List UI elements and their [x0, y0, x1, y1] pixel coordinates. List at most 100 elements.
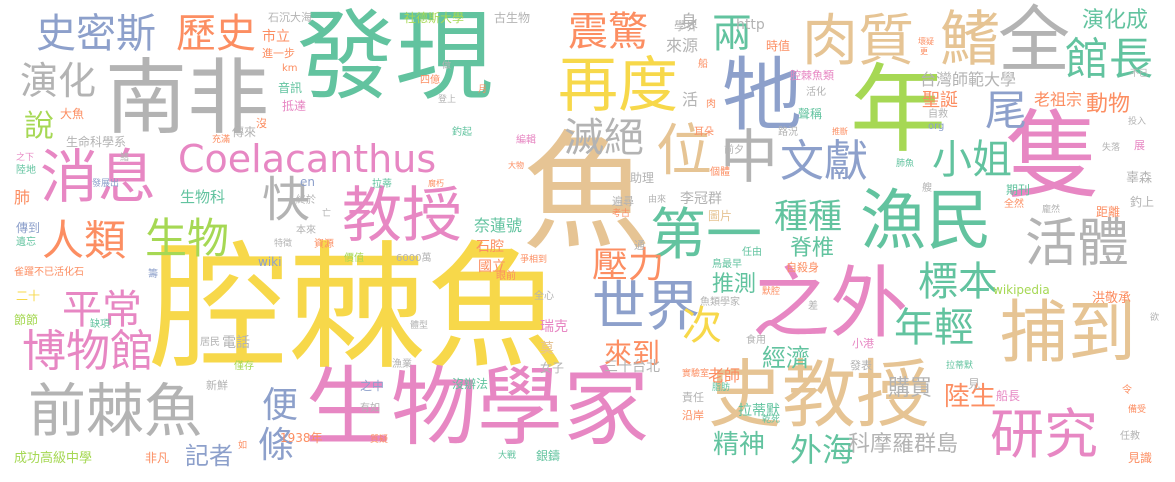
- word-中: 中: [720, 123, 779, 191]
- word-充滿: 充滿: [212, 135, 231, 145]
- word-助理: 助理: [630, 171, 655, 185]
- word-乾死: 乾死: [762, 415, 781, 425]
- word-陸生: 陸生: [944, 382, 997, 412]
- word-漁民: 漁民: [860, 182, 992, 259]
- word-前棘魚: 前棘魚: [28, 377, 203, 445]
- word-耳朵: 耳朵: [694, 127, 714, 138]
- word-質疑: 質疑: [370, 435, 389, 445]
- word-登上: 登上: [438, 95, 457, 105]
- word-不已: 不已: [1130, 69, 1149, 79]
- word-記者: 記者: [185, 442, 233, 470]
- word-由來: 由來: [648, 195, 667, 205]
- word-釣上: 釣上: [1130, 195, 1155, 209]
- word-精神: 精神: [713, 430, 766, 460]
- word-推斷: 推斷: [832, 127, 848, 136]
- word-辜森: 辜森: [1126, 171, 1153, 186]
- word-船長: 船長: [996, 389, 1021, 403]
- word-動物: 動物: [1086, 92, 1131, 117]
- word-電話: 電話: [222, 335, 250, 351]
- word-差: 差: [808, 301, 818, 312]
- word-國立: 國立: [478, 259, 506, 275]
- word-org: org: [928, 121, 945, 132]
- word-成功高級中學: 成功高級中學: [14, 451, 93, 466]
- word-滅絕: 滅絕: [564, 115, 644, 161]
- word-亡: 亡: [322, 209, 332, 219]
- word-肉: 肉: [706, 99, 716, 110]
- word-女子: 女子: [540, 361, 565, 375]
- word-生物學家: 生物學家: [305, 358, 649, 458]
- word-特徵: 特徵: [274, 239, 293, 249]
- word-年: 年: [850, 54, 946, 166]
- word-本來: 本來: [296, 225, 316, 236]
- word-二十: 二十: [16, 289, 41, 303]
- word-自殺身: 自殺身: [786, 261, 819, 274]
- word-拉蒂默-2: 拉蒂默: [946, 361, 974, 371]
- word-尾: 尾: [985, 86, 1028, 135]
- word-如: 如: [238, 441, 248, 451]
- word-發現: 發現: [297, 0, 494, 114]
- word-市立: 市立: [262, 29, 290, 45]
- word-生命科學系: 生命科學系: [66, 135, 127, 149]
- word-船: 船: [698, 59, 708, 70]
- word-消息: 消息: [40, 143, 157, 211]
- word-社德斯大學: 社德斯大學: [404, 11, 465, 25]
- word-鰭: 鰭: [940, 5, 1000, 75]
- word-腔棘魚類: 腔棘魚類: [790, 69, 834, 82]
- word-大戰: 大戰: [498, 451, 517, 461]
- word-來源: 來源: [666, 36, 699, 55]
- word-籌: 籌: [148, 269, 158, 280]
- word-通: 通: [634, 239, 645, 252]
- word-標本: 標本: [918, 259, 998, 305]
- word-http: http: [736, 17, 765, 33]
- word-漁業: 漁業: [392, 359, 412, 370]
- word-之中: 之中: [360, 379, 385, 393]
- word-之下: 之下: [16, 153, 35, 163]
- word-拉蒂默: 拉蒂默: [738, 403, 780, 419]
- word-來到: 來到: [604, 337, 661, 370]
- word-腔棘魚: 腔棘魚: [150, 228, 565, 389]
- word-欲: 欲: [1150, 313, 1160, 323]
- word-購買: 購買: [888, 376, 933, 401]
- word-編輯: 編輯: [516, 135, 536, 146]
- word-實驗室: 實驗室: [682, 369, 710, 379]
- word-新鮮: 新鮮: [206, 379, 228, 392]
- word-老祖宗: 老祖宗: [1034, 90, 1083, 109]
- word-種種: 種種: [774, 197, 842, 237]
- word-任由: 任由: [742, 247, 762, 258]
- word-次: 次: [682, 303, 722, 349]
- word-大魚: 大魚: [60, 107, 85, 121]
- word-教授: 教授: [342, 181, 462, 251]
- word-體型: 體型: [410, 321, 429, 331]
- word-見: 見: [968, 377, 981, 391]
- word-館長: 館長: [1065, 34, 1153, 85]
- word-奈蓮號: 奈蓮號: [474, 216, 523, 235]
- word-沿岸: 沿岸: [682, 409, 704, 422]
- word-眼前: 眼前: [496, 271, 516, 282]
- word-路況: 路況: [778, 127, 798, 138]
- word-時值: 時值: [766, 39, 791, 53]
- word-科摩羅群島: 科摩羅群島: [848, 432, 959, 457]
- word-條: 條: [258, 425, 295, 466]
- word-前夕: 前夕: [724, 145, 744, 156]
- word-wiki: wiki: [258, 255, 282, 269]
- word-脂肪: 脂肪: [712, 383, 731, 393]
- word-投入: 投入: [1128, 117, 1147, 127]
- word-外海: 外海: [790, 431, 855, 469]
- word-發表: 發表: [850, 359, 872, 372]
- word-音訊: 音訊: [278, 81, 303, 95]
- word-牠: 牠: [722, 49, 802, 142]
- word-大物: 大物: [508, 161, 524, 170]
- word-6000萬: 6000萬: [396, 253, 432, 264]
- word-南非: 南非: [105, 51, 270, 146]
- word-抵達: 抵達: [282, 99, 307, 113]
- word-全: 全: [998, 0, 1071, 82]
- word-演化成: 演化成: [1082, 8, 1149, 33]
- word-壓力: 壓力: [592, 245, 665, 286]
- word-有如: 有如: [360, 403, 380, 414]
- word-生物: 生物: [145, 214, 230, 263]
- word-年輕: 年輕: [894, 305, 974, 351]
- word-魚: 魚: [522, 119, 651, 268]
- word-遺忘: 遺忘: [16, 237, 36, 248]
- word-之外: 之外: [752, 259, 909, 349]
- word-月: 月: [478, 85, 488, 95]
